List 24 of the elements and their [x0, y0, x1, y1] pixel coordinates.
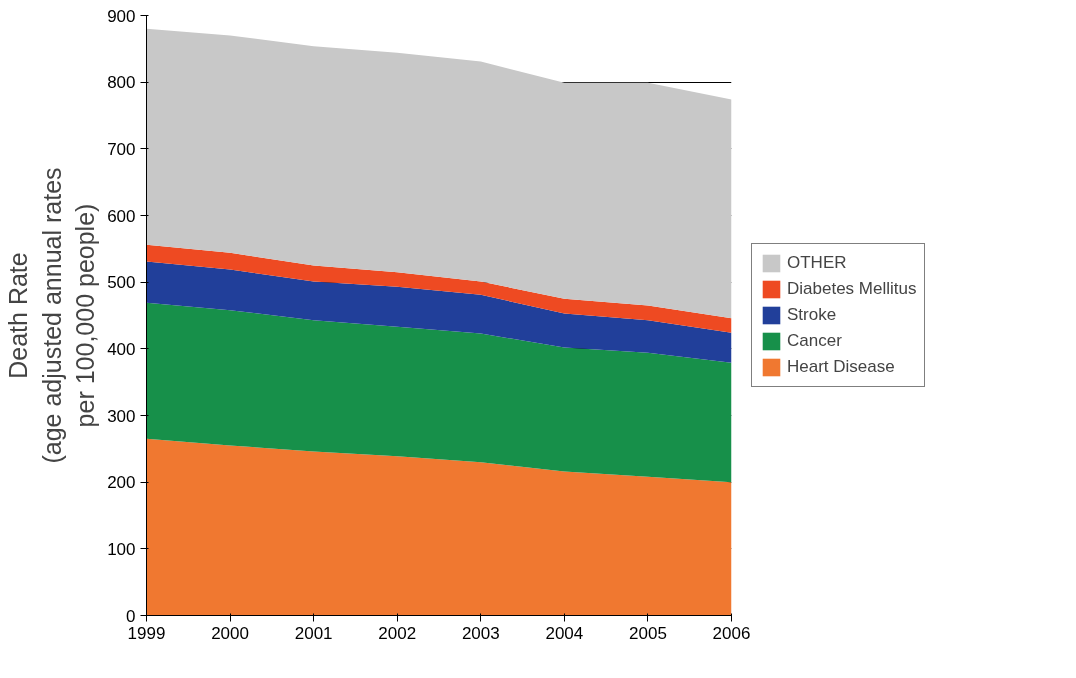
y-axis-title: Death Rate (age adjusted annual rates per 100,000 people) [3, 167, 100, 464]
x-tick-label: 2001 [294, 623, 333, 643]
y-tick-label: 800 [107, 73, 136, 93]
y-tick-label: 300 [107, 406, 136, 426]
legend-label: Stroke [787, 305, 837, 325]
x-tick-label: 2000 [211, 623, 249, 643]
legend-label: Diabetes Mellitus [787, 279, 917, 299]
x-tick-label: 2004 [545, 623, 584, 643]
y-tick-label: 200 [107, 473, 136, 493]
legend-label: Cancer [787, 331, 842, 351]
legend-label: Heart Disease [787, 357, 895, 377]
legend-label: OTHER [787, 253, 847, 273]
y-tick-label: 700 [107, 139, 136, 159]
x-tick-label: 2005 [629, 623, 667, 643]
y-tick-label: 900 [107, 6, 136, 26]
y-tick-label: 600 [107, 206, 136, 226]
x-tick-label: 2006 [712, 623, 751, 643]
x-tick-label: 2003 [461, 623, 500, 643]
y-tick-label: 500 [107, 273, 136, 293]
y-tick-label: 400 [107, 339, 136, 359]
y-tick-label: 100 [107, 539, 136, 559]
x-tick-label: 1999 [127, 623, 166, 643]
y-tick-label: 0 [126, 606, 136, 626]
x-tick-label: 2002 [378, 623, 417, 643]
